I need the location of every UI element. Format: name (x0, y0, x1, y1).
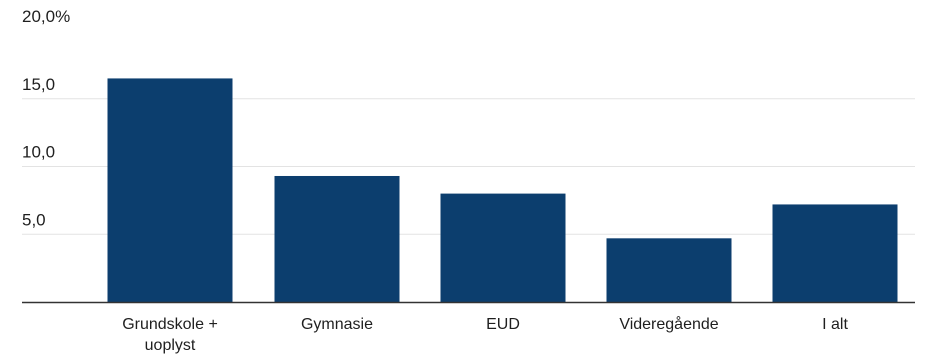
bar (606, 238, 732, 302)
x-tick-label: Grundskole + uoplyst (122, 316, 218, 354)
y-tick-label: 5,0 (22, 210, 46, 229)
bar (772, 204, 898, 302)
y-tick-label: 15,0 (22, 75, 55, 94)
x-tick-label: EUD (486, 316, 520, 333)
bar (107, 78, 233, 302)
bar (274, 175, 400, 302)
bars (107, 78, 898, 302)
x-tick-label-line: Gymnasie (301, 316, 373, 333)
x-tick-label-line: EUD (486, 316, 520, 333)
bar (440, 193, 566, 302)
x-axis-tick-labels: Grundskole + uoplyst Gymnasie EUD Videregåen… (122, 315, 848, 354)
x-tick-label-line: uoplyst (145, 337, 196, 354)
x-tick-label-line: I alt (822, 316, 848, 333)
y-tick-label: 20,0% (22, 7, 70, 26)
x-tick-label: Videregående (619, 315, 718, 333)
x-tick-label-line: Videregående (619, 315, 718, 333)
x-tick-label: I alt (822, 316, 848, 333)
x-tick-label-line: Grundskole + (122, 316, 218, 333)
y-tick-label: 10,0 (22, 143, 55, 162)
y-axis-tick-labels: 5,0 10,0 15,0 20,0% (22, 7, 70, 229)
x-tick-label: Gymnasie (301, 316, 373, 333)
